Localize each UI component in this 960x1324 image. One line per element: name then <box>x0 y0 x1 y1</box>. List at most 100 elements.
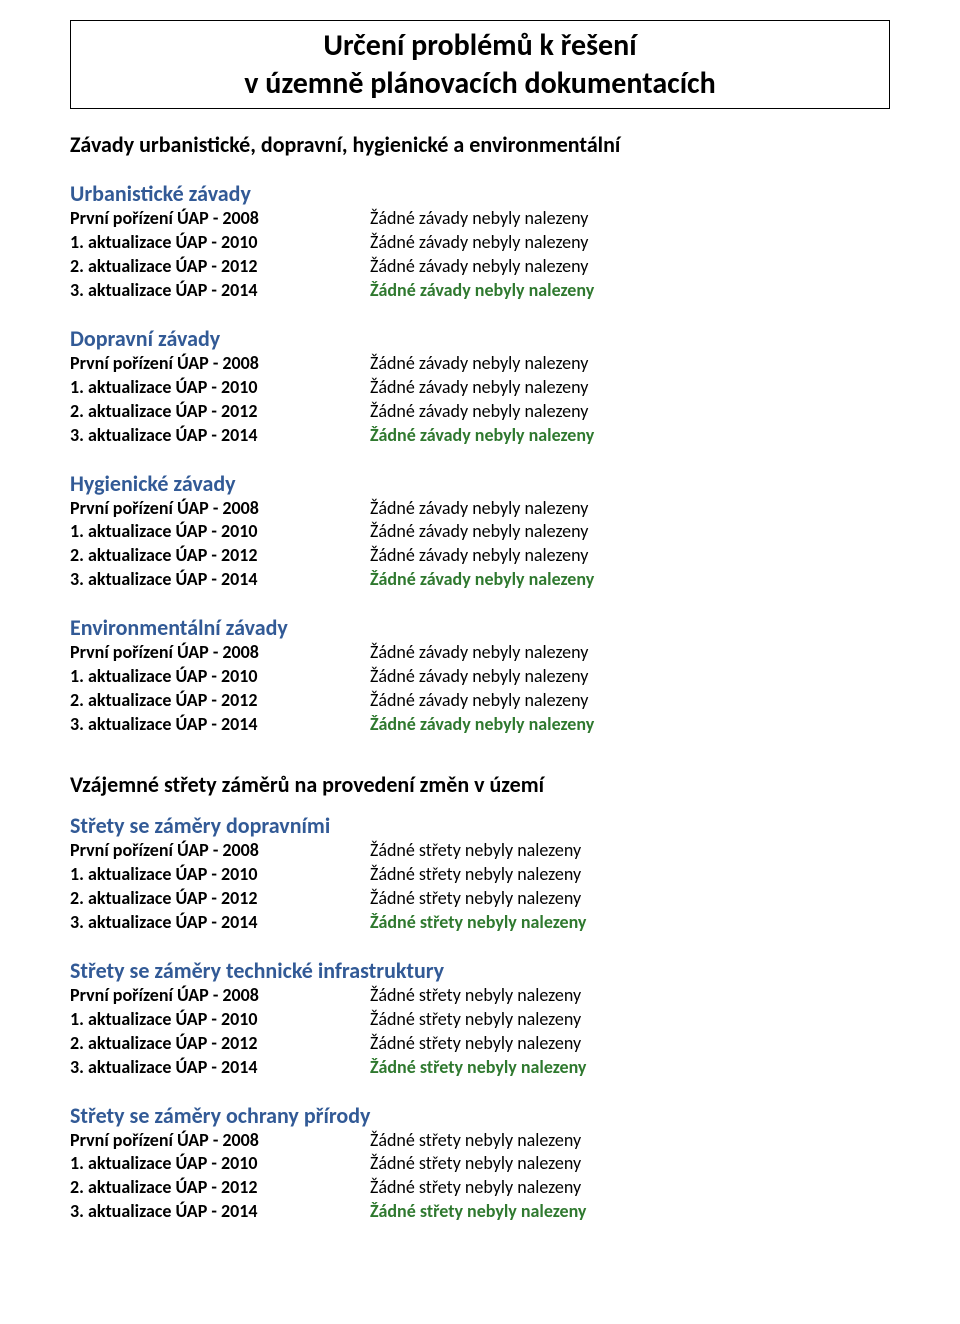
title-line-1: Určení problémů k řešení <box>71 27 889 65</box>
table-row: 2. aktualizace ÚAP - 2012Žádné závady ne… <box>70 544 890 568</box>
table-row: 1. aktualizace ÚAP - 2010Žádné závady ne… <box>70 231 890 255</box>
row-value: Žádné závady nebyly nalezeny <box>370 255 890 279</box>
row-value: Žádné závady nebyly nalezeny <box>370 207 890 231</box>
row-label: 3. aktualizace ÚAP - 2014 <box>70 424 370 448</box>
row-value: Žádné střety nebyly nalezeny <box>370 984 890 1008</box>
row-label: 2. aktualizace ÚAP - 2012 <box>70 1176 370 1200</box>
row-label: První pořízení ÚAP - 2008 <box>70 497 370 521</box>
row-value: Žádné závady nebyly nalezeny <box>370 400 890 424</box>
row-value: Žádné střety nebyly nalezeny <box>370 839 890 863</box>
section-strety-infra: První pořízení ÚAP - 2008Žádné střety ne… <box>70 984 890 1080</box>
table-row: 1. aktualizace ÚAP - 2010Žádné závady ne… <box>70 665 890 689</box>
row-value: Žádné závady nebyly nalezeny <box>370 231 890 255</box>
row-value: Žádné závady nebyly nalezeny <box>370 641 890 665</box>
table-row: 2. aktualizace ÚAP - 2012Žádné střety ne… <box>70 1176 890 1200</box>
section-strety-dopravni: První pořízení ÚAP - 2008Žádné střety ne… <box>70 839 890 935</box>
section-title-hygienicke: Hygienické závady <box>70 470 890 497</box>
section-title-strety-dopravni: Střety se záměry dopravními <box>70 812 890 839</box>
section-strety-priroda: První pořízení ÚAP - 2008Žádné střety ne… <box>70 1129 890 1225</box>
row-value: Žádné střety nebyly nalezeny <box>370 1200 890 1224</box>
section-title-urbanisticke: Urbanistické závady <box>70 180 890 207</box>
table-row: První pořízení ÚAP - 2008Žádné závady ne… <box>70 207 890 231</box>
table-row: 2. aktualizace ÚAP - 2012Žádné střety ne… <box>70 1032 890 1056</box>
table-row: 3. aktualizace ÚAP - 2014Žádné závady ne… <box>70 713 890 737</box>
row-label: První pořízení ÚAP - 2008 <box>70 641 370 665</box>
row-value: Žádné střety nebyly nalezeny <box>370 911 890 935</box>
row-label: 3. aktualizace ÚAP - 2014 <box>70 713 370 737</box>
row-label: První pořízení ÚAP - 2008 <box>70 839 370 863</box>
row-label: 3. aktualizace ÚAP - 2014 <box>70 1056 370 1080</box>
row-value: Žádné závady nebyly nalezeny <box>370 689 890 713</box>
table-row: První pořízení ÚAP - 2008Žádné závady ne… <box>70 497 890 521</box>
row-value: Žádné střety nebyly nalezeny <box>370 1008 890 1032</box>
row-value: Žádné závady nebyly nalezeny <box>370 497 890 521</box>
row-value: Žádné střety nebyly nalezeny <box>370 1152 890 1176</box>
section-title-strety-priroda: Střety se záměry ochrany přírody <box>70 1102 890 1129</box>
table-row: 1. aktualizace ÚAP - 2010Žádné střety ne… <box>70 863 890 887</box>
table-row: 2. aktualizace ÚAP - 2012Žádné závady ne… <box>70 400 890 424</box>
section-urbanisticke: První pořízení ÚAP - 2008Žádné závady ne… <box>70 207 890 303</box>
row-value: Žádné závady nebyly nalezeny <box>370 520 890 544</box>
row-label: 1. aktualizace ÚAP - 2010 <box>70 1008 370 1032</box>
table-row: 3. aktualizace ÚAP - 2014Žádné závady ne… <box>70 279 890 303</box>
row-value: Žádné závady nebyly nalezeny <box>370 665 890 689</box>
title-line-2: v územně plánovacích dokumentacích <box>71 65 889 103</box>
table-row: 1. aktualizace ÚAP - 2010Žádné střety ne… <box>70 1152 890 1176</box>
row-value: Žádné závady nebyly nalezeny <box>370 352 890 376</box>
table-row: První pořízení ÚAP - 2008Žádné střety ne… <box>70 839 890 863</box>
table-row: 2. aktualizace ÚAP - 2012Žádné závady ne… <box>70 255 890 279</box>
zavady-heading: Závady urbanistické, dopravní, hygienick… <box>70 131 890 158</box>
section-hygienicke: První pořízení ÚAP - 2008Žádné závady ne… <box>70 497 890 593</box>
row-label: 1. aktualizace ÚAP - 2010 <box>70 665 370 689</box>
row-value: Žádné střety nebyly nalezeny <box>370 1129 890 1153</box>
section-title-strety-infra: Střety se záměry technické infrastruktur… <box>70 957 890 984</box>
title-box: Určení problémů k řešení v územně plánov… <box>70 20 890 109</box>
page: Určení problémů k řešení v územně plánov… <box>0 0 960 1274</box>
section-title-dopravni: Dopravní závady <box>70 325 890 352</box>
table-row: 2. aktualizace ÚAP - 2012Žádné závady ne… <box>70 689 890 713</box>
section-environmentalni: První pořízení ÚAP - 2008Žádné závady ne… <box>70 641 890 737</box>
row-label: 2. aktualizace ÚAP - 2012 <box>70 255 370 279</box>
row-label: 1. aktualizace ÚAP - 2010 <box>70 231 370 255</box>
row-label: 1. aktualizace ÚAP - 2010 <box>70 1152 370 1176</box>
table-row: První pořízení ÚAP - 2008Žádné závady ne… <box>70 641 890 665</box>
table-row: První pořízení ÚAP - 2008Žádné střety ne… <box>70 1129 890 1153</box>
row-label: 3. aktualizace ÚAP - 2014 <box>70 279 370 303</box>
section-dopravni: První pořízení ÚAP - 2008Žádné závady ne… <box>70 352 890 448</box>
row-value: Žádné závady nebyly nalezeny <box>370 279 890 303</box>
table-row: 3. aktualizace ÚAP - 2014Žádné závady ne… <box>70 424 890 448</box>
row-label: 3. aktualizace ÚAP - 2014 <box>70 911 370 935</box>
row-value: Žádné střety nebyly nalezeny <box>370 1056 890 1080</box>
row-value: Žádné střety nebyly nalezeny <box>370 863 890 887</box>
table-row: 3. aktualizace ÚAP - 2014Žádné střety ne… <box>70 911 890 935</box>
section-title-environmentalni: Environmentální závady <box>70 614 890 641</box>
row-label: 2. aktualizace ÚAP - 2012 <box>70 544 370 568</box>
row-label: 2. aktualizace ÚAP - 2012 <box>70 400 370 424</box>
row-label: 3. aktualizace ÚAP - 2014 <box>70 1200 370 1224</box>
row-label: 1. aktualizace ÚAP - 2010 <box>70 520 370 544</box>
table-row: 3. aktualizace ÚAP - 2014Žádné střety ne… <box>70 1056 890 1080</box>
row-label: První pořízení ÚAP - 2008 <box>70 207 370 231</box>
row-label: 1. aktualizace ÚAP - 2010 <box>70 863 370 887</box>
table-row: 2. aktualizace ÚAP - 2012Žádné střety ne… <box>70 887 890 911</box>
strety-heading: Vzájemné střety záměrů na provedení změn… <box>70 771 890 798</box>
row-value: Žádné střety nebyly nalezeny <box>370 1032 890 1056</box>
table-row: 1. aktualizace ÚAP - 2010Žádné závady ne… <box>70 520 890 544</box>
row-label: 2. aktualizace ÚAP - 2012 <box>70 689 370 713</box>
row-label: 2. aktualizace ÚAP - 2012 <box>70 887 370 911</box>
row-value: Žádné závady nebyly nalezeny <box>370 544 890 568</box>
row-label: 3. aktualizace ÚAP - 2014 <box>70 568 370 592</box>
row-label: První pořízení ÚAP - 2008 <box>70 352 370 376</box>
row-value: Žádné závady nebyly nalezeny <box>370 376 890 400</box>
table-row: 3. aktualizace ÚAP - 2014Žádné střety ne… <box>70 1200 890 1224</box>
table-row: 1. aktualizace ÚAP - 2010Žádné závady ne… <box>70 376 890 400</box>
table-row: 3. aktualizace ÚAP - 2014Žádné závady ne… <box>70 568 890 592</box>
row-label: První pořízení ÚAP - 2008 <box>70 1129 370 1153</box>
row-value: Žádné závady nebyly nalezeny <box>370 568 890 592</box>
row-value: Žádné závady nebyly nalezeny <box>370 713 890 737</box>
table-row: První pořízení ÚAP - 2008Žádné závady ne… <box>70 352 890 376</box>
row-value: Žádné závady nebyly nalezeny <box>370 424 890 448</box>
row-value: Žádné střety nebyly nalezeny <box>370 1176 890 1200</box>
table-row: První pořízení ÚAP - 2008Žádné střety ne… <box>70 984 890 1008</box>
row-label: První pořízení ÚAP - 2008 <box>70 984 370 1008</box>
